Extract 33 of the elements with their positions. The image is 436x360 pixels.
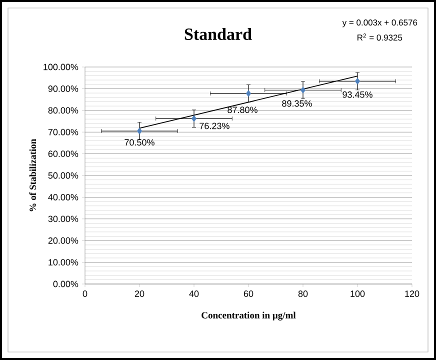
- y-tick-label: 70.00%: [48, 128, 78, 136]
- x-tick-label: 120: [405, 290, 420, 297]
- point: [136, 128, 142, 134]
- y-tick-label: 80.00%: [48, 107, 78, 114]
- point: [191, 115, 197, 122]
- y-tick-label: 10.00%: [48, 259, 78, 266]
- y-tick-label: 20.00%: [48, 237, 78, 244]
- chart-title: Standard: [184, 28, 252, 40]
- point: [300, 86, 306, 94]
- y-tick-label: 30.00%: [48, 216, 78, 222]
- data-label: 70.50%: [124, 139, 154, 146]
- text: R$^{2}$ = 0.9325: [358, 34, 402, 41]
- data-label: 89.35%: [282, 100, 312, 107]
- x-tick-label: 60: [244, 290, 254, 297]
- text: y = 0.003x + 0.6576: [342, 20, 418, 28]
- x-tick-label: 40: [189, 290, 199, 297]
- y-tick-label: 90.00%: [48, 86, 78, 92]
- x-axis-title: Concentration in µg/ml: [202, 312, 296, 320]
- x-tick-label: 20: [134, 290, 144, 297]
- data-label: 93.45%: [342, 91, 372, 98]
- data-label: 76.23%: [200, 122, 230, 130]
- x-tick-label: 100: [350, 290, 365, 297]
- y-axis-title: % of Stabilization: [29, 138, 36, 212]
- x-tick-label: 0: [82, 290, 88, 297]
- y-tick-label: 0.00%: [53, 280, 78, 288]
- y-tick-label: 40.00%: [48, 194, 78, 200]
- data-label: 87.80%: [228, 106, 258, 114]
- y-tick-label: 100.00%: [44, 64, 78, 70]
- point: [246, 90, 252, 97]
- x-tick-label: 80: [298, 290, 308, 297]
- y-tick-label: 50.00%: [48, 172, 78, 179]
- y-tick-label: 60.00%: [48, 150, 78, 157]
- point: [354, 78, 360, 85]
